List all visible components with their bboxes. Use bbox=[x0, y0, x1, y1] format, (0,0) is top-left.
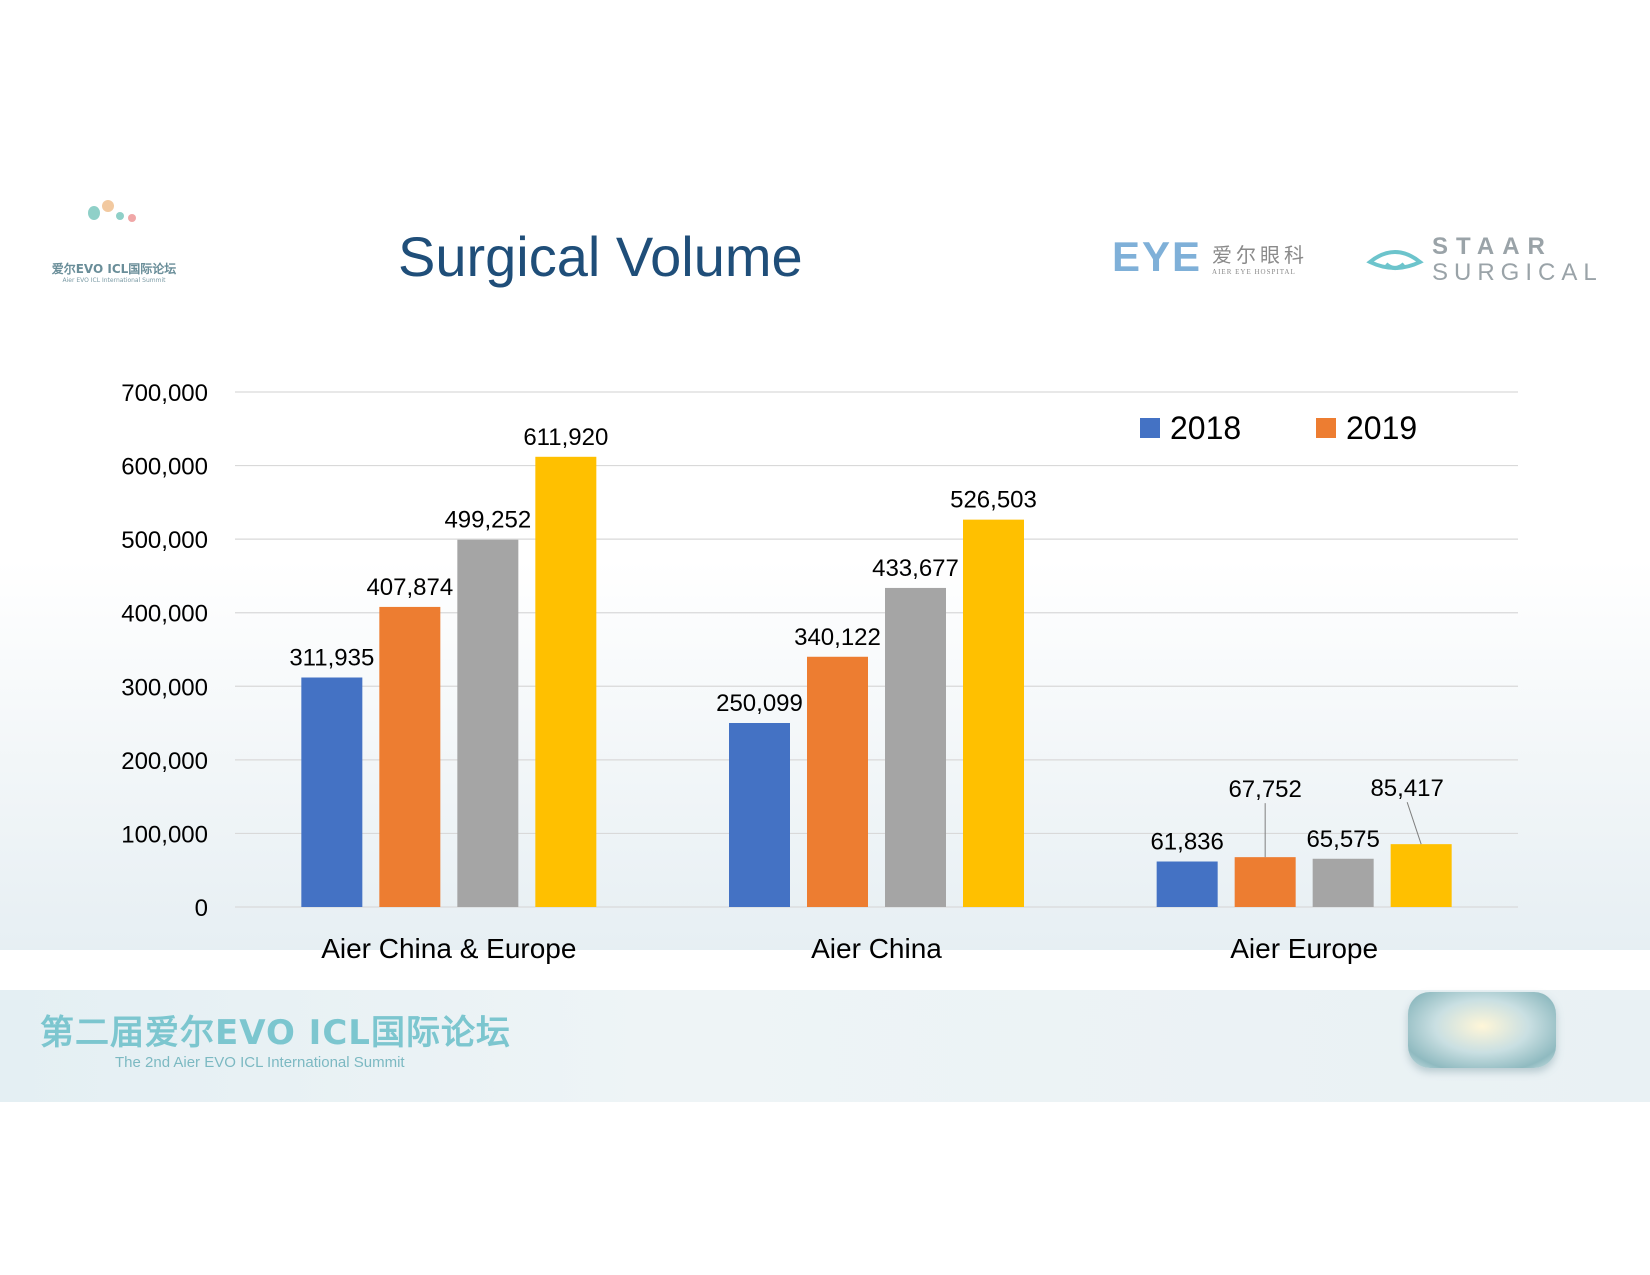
y-tick-label: 700,000 bbox=[121, 380, 208, 407]
bar bbox=[729, 722, 790, 907]
category-labels: Aier China & Europe Aier China Aier Europe bbox=[321, 933, 1378, 964]
data-label: 67,752 bbox=[1228, 776, 1301, 803]
summit-logo-cn: 爱尔EVO ICL国际论坛 bbox=[51, 262, 177, 276]
y-axis-ticks: 0 100,000 200,000 300,000 400,000 500,000 600,… bbox=[121, 380, 208, 922]
data-labels: 311,935 407,874 499,252 611,920 250,099 340,1… bbox=[289, 424, 1444, 858]
bar bbox=[1390, 844, 1452, 907]
bar bbox=[963, 519, 1024, 907]
y-tick-label: 200,000 bbox=[121, 748, 208, 775]
data-label: 340,122 bbox=[794, 624, 881, 651]
bar bbox=[457, 539, 519, 907]
bar bbox=[301, 677, 363, 907]
surgical-volume-chart: 0 100,000 200,000 300,000 400,000 500,000 600,… bbox=[121, 380, 1518, 964]
summit-logo: 爱尔EVO ICL国际论坛 Aier EVO ICL International… bbox=[44, 198, 184, 298]
bar bbox=[535, 456, 597, 907]
lens-image bbox=[1408, 992, 1556, 1068]
legend-swatch bbox=[1316, 418, 1336, 438]
data-label: 611,920 bbox=[523, 424, 608, 451]
y-tick-label: 600,000 bbox=[121, 454, 208, 481]
staar-eye-icon bbox=[1366, 250, 1424, 270]
summit-logo-mark bbox=[44, 198, 184, 230]
legend-swatch bbox=[1140, 418, 1160, 438]
bar bbox=[807, 656, 868, 907]
bar bbox=[379, 606, 441, 907]
eye-logo-en: AIER EYE HOSPITAL bbox=[1212, 267, 1296, 276]
summit-logo-en: Aier EVO ICL International Summit bbox=[62, 277, 166, 284]
y-tick-label: 400,000 bbox=[121, 601, 208, 628]
data-label: 526,503 bbox=[950, 487, 1037, 514]
legend: 2018 2019 bbox=[1140, 410, 1417, 446]
y-tick-label: 0 bbox=[195, 895, 208, 922]
bars bbox=[301, 456, 1452, 907]
bar bbox=[885, 587, 946, 907]
data-label: 311,935 bbox=[289, 645, 374, 672]
data-label: 65,575 bbox=[1306, 826, 1379, 853]
category-label: Aier China & Europe bbox=[321, 933, 576, 964]
footer-band bbox=[0, 990, 1650, 1102]
data-label-leader bbox=[1406, 801, 1422, 845]
data-label: 61,836 bbox=[1150, 829, 1223, 856]
data-label: 85,417 bbox=[1370, 775, 1443, 802]
data-label: 250,099 bbox=[716, 690, 803, 717]
bar bbox=[1156, 861, 1218, 907]
footer-title-cn: 第二届爱尔EVO ICL国际论坛 bbox=[40, 1013, 511, 1053]
legend-label: 2019 bbox=[1346, 410, 1417, 446]
data-label: 433,677 bbox=[872, 555, 959, 582]
y-tick-label: 500,000 bbox=[121, 527, 208, 554]
data-label: 407,874 bbox=[366, 574, 453, 601]
data-label: 499,252 bbox=[444, 507, 531, 534]
category-label: Aier China bbox=[811, 933, 942, 964]
bar bbox=[1312, 858, 1374, 907]
bar bbox=[1234, 857, 1296, 907]
staar-logo-line2: SURGICAL bbox=[1432, 259, 1603, 286]
category-label: Aier Europe bbox=[1230, 933, 1378, 964]
y-tick-label: 100,000 bbox=[121, 821, 208, 848]
gridlines bbox=[235, 391, 1518, 908]
staar-surgical-logo: STAAR SURGICAL bbox=[1366, 232, 1603, 288]
aier-eye-hospital-logo: EYE 爱尔眼科 AIER EYE HOSPITAL bbox=[1112, 232, 1308, 282]
eye-logo-mark: EYE bbox=[1112, 233, 1203, 280]
legend-label: 2018 bbox=[1170, 410, 1241, 446]
y-tick-label: 300,000 bbox=[121, 674, 208, 701]
page-title: Surgical Volume bbox=[398, 225, 803, 288]
staar-logo-line1: STAAR bbox=[1432, 232, 1553, 260]
footer-subtitle-en: The 2nd Aier EVO ICL International Summi… bbox=[115, 1054, 405, 1071]
eye-logo-cn: 爱尔眼科 bbox=[1212, 242, 1309, 267]
